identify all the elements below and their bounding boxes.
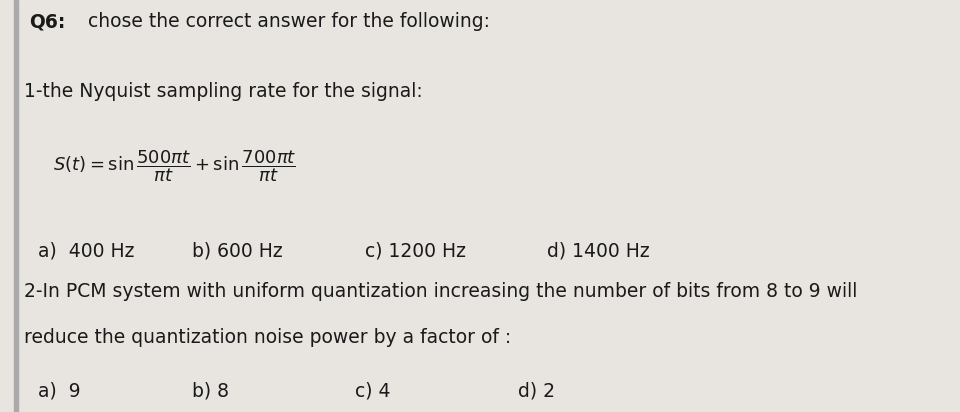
Text: chose the correct answer for the following:: chose the correct answer for the followi… xyxy=(82,12,490,31)
Bar xyxy=(14,0,18,412)
Text: d) 2: d) 2 xyxy=(518,381,556,400)
Text: a)  400 Hz: a) 400 Hz xyxy=(38,241,134,260)
Text: b) 8: b) 8 xyxy=(192,381,229,400)
Text: c) 1200 Hz: c) 1200 Hz xyxy=(365,241,466,260)
Text: $S(t) = \sin\dfrac{500\pi t}{\pi t} + \sin\dfrac{700\pi t}{\pi t}$: $S(t) = \sin\dfrac{500\pi t}{\pi t} + \s… xyxy=(53,148,297,184)
Text: 1-the Nyquist sampling rate for the signal:: 1-the Nyquist sampling rate for the sign… xyxy=(24,82,422,101)
Text: c) 4: c) 4 xyxy=(355,381,391,400)
Text: 2-In PCM system with uniform quantization increasing the number of bits from 8 t: 2-In PCM system with uniform quantizatio… xyxy=(24,282,857,301)
Text: reduce the quantization noise power by a factor of :: reduce the quantization noise power by a… xyxy=(24,328,512,346)
Text: d) 1400 Hz: d) 1400 Hz xyxy=(547,241,650,260)
Text: b) 600 Hz: b) 600 Hz xyxy=(192,241,282,260)
Text: a)  9: a) 9 xyxy=(38,381,81,400)
Text: Q6:: Q6: xyxy=(29,12,65,31)
